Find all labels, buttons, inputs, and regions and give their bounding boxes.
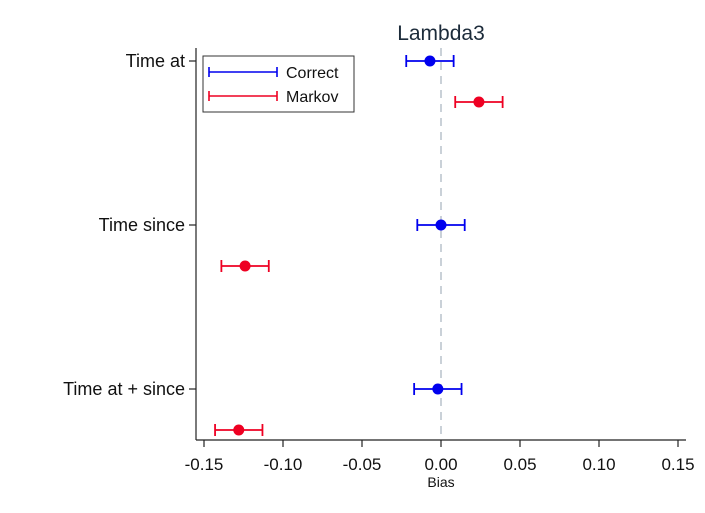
- x-axis-title: Bias: [427, 474, 454, 490]
- x-axis-ticks: -0.15 -0.10 -0.05 0.00 0.05 0.10 0.15: [185, 440, 695, 474]
- point-correct-time-since: [435, 219, 447, 231]
- legend-label-markov: Markov: [286, 89, 338, 106]
- legend-label-correct: Correct: [286, 65, 339, 82]
- point-correct-time-at-since: [432, 383, 444, 395]
- chart-title: Lambda3: [397, 22, 485, 45]
- legend-entry-markov: Markov: [208, 89, 338, 106]
- x-tick-label-4: 0.05: [503, 455, 536, 474]
- y-axis-ticks: Time at Time since Time at + since: [63, 51, 196, 399]
- x-tick-label-2: -0.05: [343, 455, 382, 474]
- point-markov-time-at-since: [233, 424, 245, 436]
- x-tick-label-3: 0.00: [424, 455, 457, 474]
- point-markov-time-since: [239, 260, 251, 272]
- data-series: [214, 55, 504, 436]
- y-tick-label-time-since: Time since: [99, 215, 185, 235]
- legend-entry-correct: Correct: [208, 65, 339, 82]
- legend-box: [202, 55, 355, 113]
- point-markov-time-at: [473, 96, 485, 108]
- y-tick-label-time-at: Time at: [126, 51, 185, 71]
- x-tick-label-5: 0.10: [582, 455, 615, 474]
- x-tick-label-1: -0.10: [264, 455, 303, 474]
- legend: Correct Markov: [202, 55, 355, 113]
- point-correct-time-at: [424, 55, 436, 67]
- series-markov: [214, 96, 504, 436]
- series-correct: [405, 55, 466, 395]
- y-tick-label-time-at-since: Time at + since: [63, 379, 185, 399]
- x-tick-label-0: -0.15: [185, 455, 224, 474]
- x-tick-label-6: 0.15: [661, 455, 694, 474]
